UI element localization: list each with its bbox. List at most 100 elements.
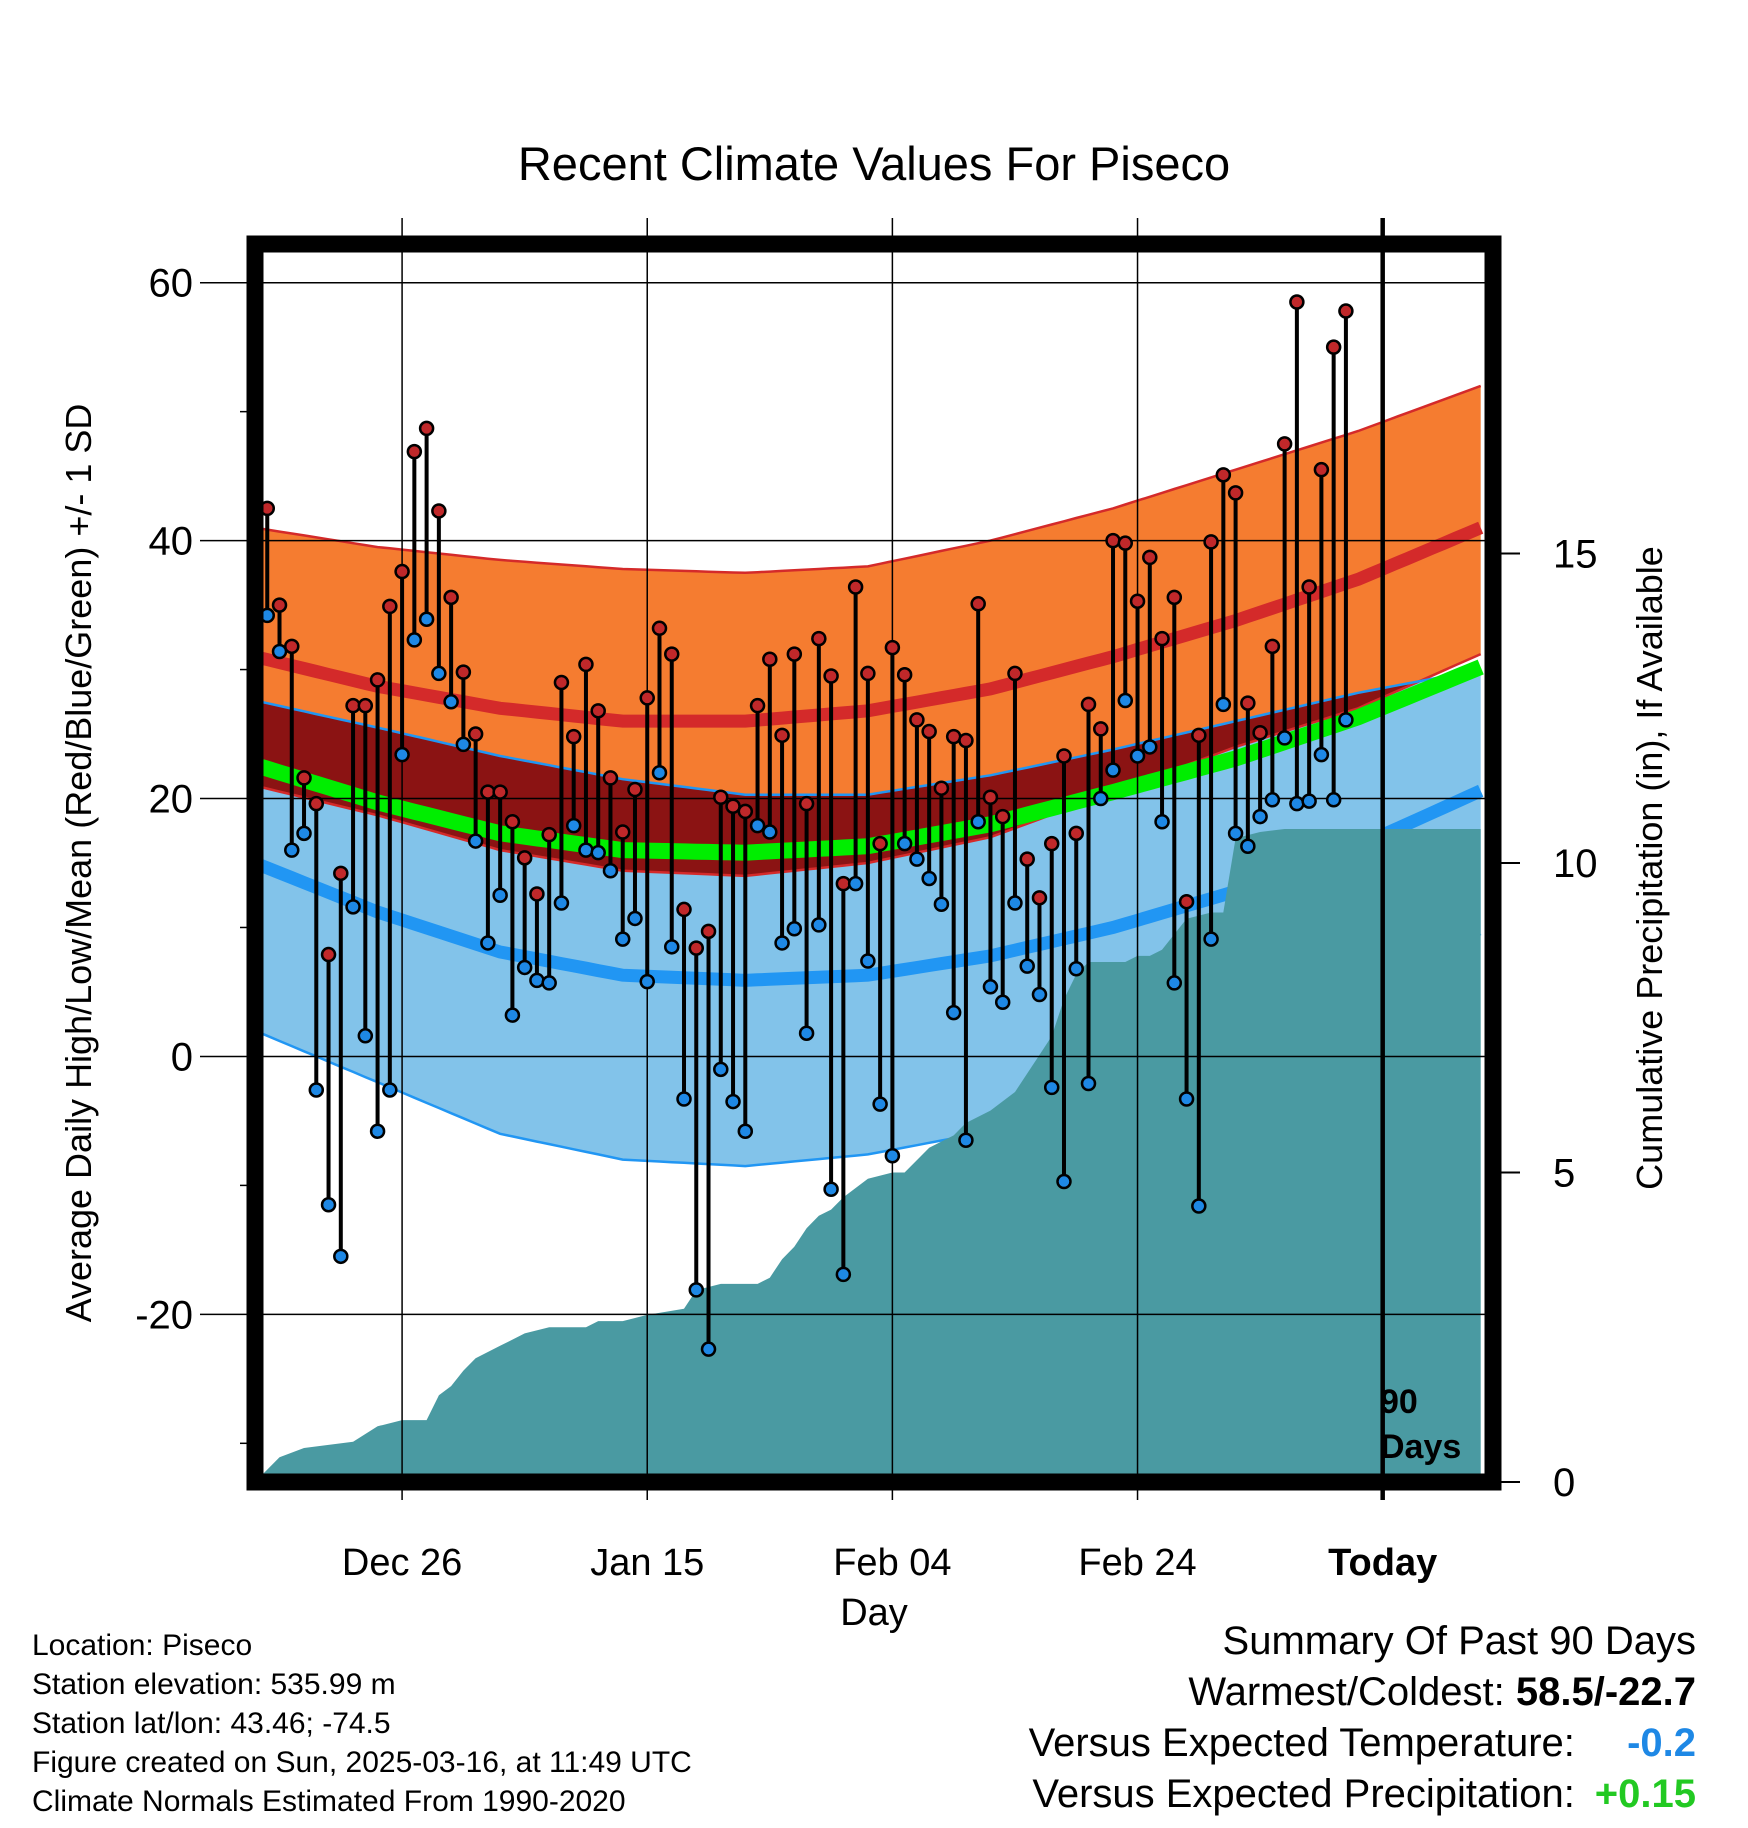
summary-precip: Versus Expected Precipitation: +0.15 <box>1029 1769 1696 1820</box>
chart-title: Recent Climate Values For Piseco <box>518 137 1230 190</box>
low-point <box>774 935 790 951</box>
station-info: Location: Piseco Station elevation: 535.… <box>32 1626 692 1821</box>
precip-area <box>255 829 1481 1482</box>
low-point <box>1289 795 1305 812</box>
low-point <box>872 1096 888 1112</box>
high-point <box>933 780 950 796</box>
location-line: Location: Piseco <box>32 1629 253 1662</box>
high-point <box>896 666 913 683</box>
high-point <box>565 728 582 745</box>
low-point <box>1325 792 1342 808</box>
x-tick-label: Feb 24 <box>1078 1542 1196 1584</box>
x-tick-label: Jan 15 <box>590 1542 704 1584</box>
low-point <box>725 1093 741 1110</box>
low-point <box>737 1123 754 1139</box>
temp-value: -0.2 <box>1627 1721 1696 1765</box>
low-point <box>578 842 594 858</box>
low-point <box>590 844 606 861</box>
warmest-coldest-label: Warmest/Coldest: <box>1188 1670 1505 1714</box>
high-point <box>1178 893 1195 910</box>
low-point <box>651 764 668 781</box>
high-point <box>1154 630 1170 647</box>
high-point <box>296 770 312 786</box>
high-point <box>1007 665 1023 682</box>
high-point <box>1166 589 1183 606</box>
high-point <box>369 672 386 688</box>
high-point <box>1203 534 1219 550</box>
low-point <box>369 1123 386 1139</box>
high-point <box>994 808 1011 825</box>
plot-frame <box>246 235 1502 1491</box>
y-right-tick-label: 0 <box>1553 1461 1575 1505</box>
latlon-line: Station lat/lon: 43.46; -74.5 <box>32 1707 391 1740</box>
high-point <box>1240 695 1256 711</box>
high-point <box>958 732 974 749</box>
high-upper-line <box>255 384 1482 575</box>
low-point <box>614 931 631 947</box>
high-point <box>811 630 827 647</box>
high-point <box>627 781 643 798</box>
high-point <box>1301 579 1317 595</box>
high-point <box>590 703 606 719</box>
low-point <box>504 1007 521 1023</box>
high-point <box>553 674 570 691</box>
x-tick-label: Dec 26 <box>342 1542 462 1584</box>
summary-panel: Summary Of Past 90 Days Warmest/Coldest:… <box>1029 1616 1696 1820</box>
high-point <box>651 620 668 637</box>
low-point <box>1191 1198 1207 1214</box>
x-tick-label: Today <box>1328 1542 1437 1584</box>
high-point <box>847 579 864 595</box>
summary-title: Summary Of Past 90 Days <box>1222 1619 1696 1663</box>
high-point <box>737 803 754 820</box>
high-point <box>884 639 901 656</box>
y-right-tick-label: 5 <box>1553 1152 1575 1196</box>
high-point <box>443 589 459 606</box>
y-left-tick-label: 20 <box>149 778 194 822</box>
high-point <box>872 835 888 852</box>
y-left-tick-label: 0 <box>171 1035 193 1079</box>
high-point <box>762 651 778 667</box>
high-point <box>786 646 803 662</box>
low-point <box>847 875 864 892</box>
high-point <box>1289 294 1305 310</box>
low-point <box>406 632 423 648</box>
high-point <box>639 690 655 706</box>
high-point <box>982 789 999 805</box>
high-point <box>860 665 876 682</box>
high-point <box>394 563 410 580</box>
warmest-coldest-value: 58.5/-22.7 <box>1515 1670 1696 1714</box>
low-point <box>1117 692 1134 709</box>
high-point <box>1276 436 1293 452</box>
low-point <box>1142 739 1158 755</box>
low-point <box>394 746 410 763</box>
low-point <box>798 1025 815 1041</box>
low-point <box>1240 838 1256 854</box>
high-point <box>676 901 692 918</box>
low-point <box>994 994 1011 1011</box>
high-point <box>1325 339 1342 355</box>
low-point <box>860 953 876 969</box>
low-point <box>1252 808 1268 825</box>
low-point <box>823 1181 839 1198</box>
high-point <box>1227 485 1244 501</box>
low-point <box>602 862 619 879</box>
high-point <box>1080 696 1097 713</box>
high-point <box>418 420 435 437</box>
normals-line: Climate Normals Estimated From 1990-2020 <box>32 1785 626 1818</box>
low-point <box>516 959 533 976</box>
low-point <box>958 1132 974 1149</box>
high-point <box>700 923 717 940</box>
low-point <box>835 1266 852 1283</box>
high-point <box>578 656 594 673</box>
high-point <box>455 664 472 680</box>
high-point <box>1056 748 1072 764</box>
high-point <box>1252 725 1268 741</box>
high-point <box>1313 461 1330 478</box>
high-point <box>602 770 619 786</box>
low-point <box>1068 960 1084 977</box>
low-point <box>553 895 570 911</box>
high-point <box>1043 835 1060 852</box>
low-point <box>296 825 312 842</box>
high-point <box>492 784 508 800</box>
high-point <box>1068 825 1084 842</box>
